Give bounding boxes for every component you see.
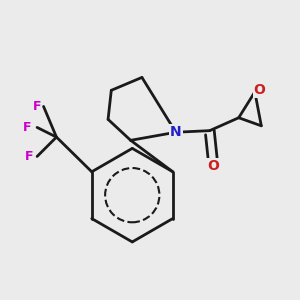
Text: F: F [25, 150, 33, 163]
Text: F: F [23, 121, 32, 134]
Text: F: F [33, 100, 41, 113]
Text: N: N [170, 125, 182, 139]
Text: O: O [254, 83, 266, 97]
Text: O: O [207, 159, 219, 173]
